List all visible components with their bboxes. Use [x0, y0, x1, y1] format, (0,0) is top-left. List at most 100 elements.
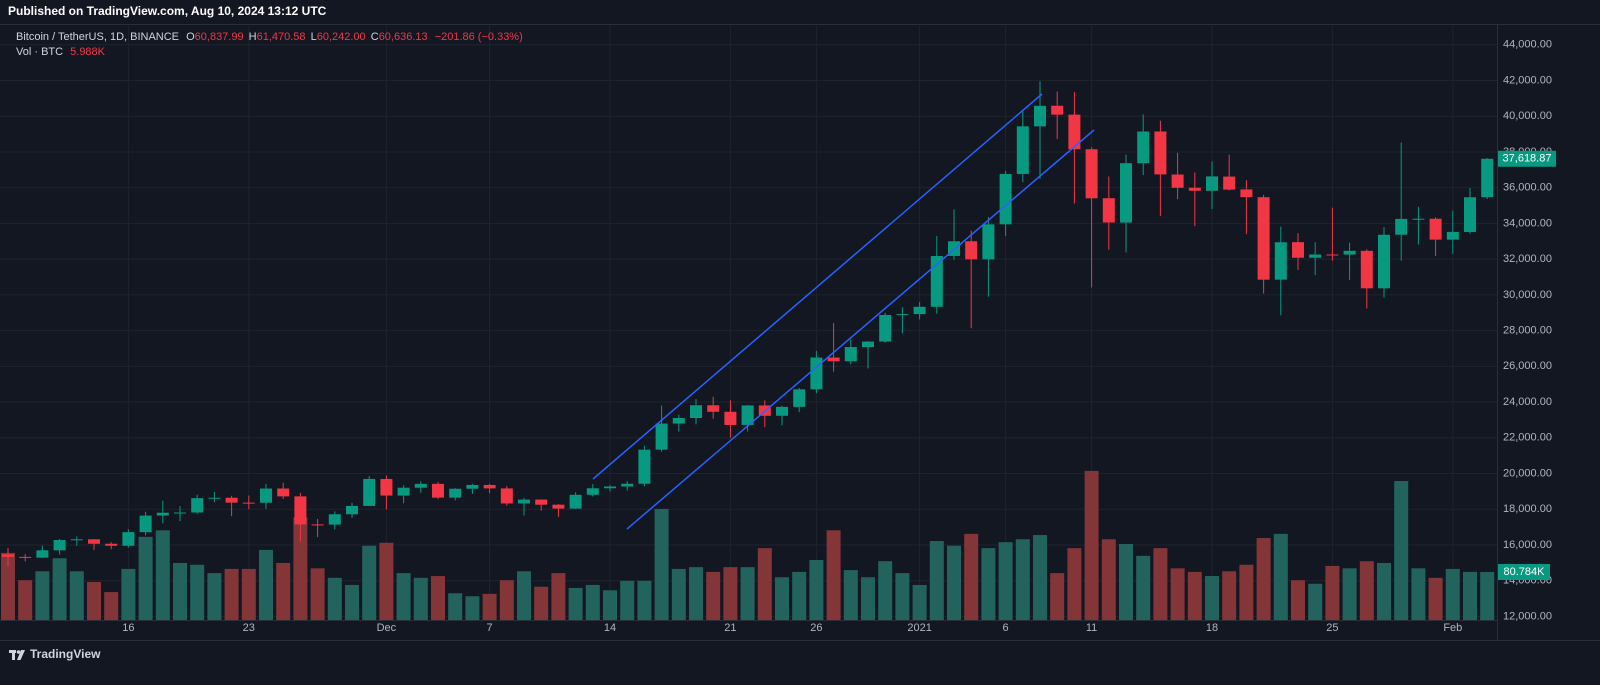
volume-bar: [757, 548, 772, 620]
legend-key: C: [371, 31, 379, 43]
volume-bar: [276, 562, 291, 620]
candle-body: [105, 543, 118, 546]
candle-body: [1137, 131, 1150, 164]
volume-bar: [706, 571, 721, 620]
candle-body: [311, 524, 324, 526]
candle-body: [999, 173, 1012, 225]
volume-bar: [1119, 543, 1133, 620]
legend-value: 61,470.58: [257, 31, 306, 43]
volume-value: 5.988K: [70, 46, 106, 58]
candle-body: [2, 554, 14, 557]
candle-body: [1171, 174, 1184, 188]
candle-body: [139, 515, 152, 533]
x-tick-label: 2021: [907, 622, 931, 634]
legend-value: 60,837.99: [195, 31, 244, 43]
trend-line: [626, 129, 1095, 530]
y-tick-label: 22,000.00: [1503, 432, 1552, 444]
candle-body: [672, 418, 685, 424]
last-price-box: [1498, 150, 1556, 167]
volume-bar: [947, 545, 961, 620]
legend-change: −201.86 (−0.33%): [435, 31, 523, 43]
volume-bar: [981, 548, 996, 620]
legend-value: 60,242.00: [317, 31, 366, 43]
candle-body: [466, 484, 479, 489]
y-tick-label: 40,000.00: [1503, 110, 1552, 122]
y-tick-label: 24,000.00: [1503, 396, 1552, 408]
candle-body: [1120, 163, 1132, 223]
candle-body: [414, 483, 427, 488]
candle-body: [707, 405, 720, 412]
volume-bar: [1411, 568, 1426, 620]
y-tick-label: 42,000.00: [1503, 74, 1552, 86]
volume-bar: [1067, 548, 1082, 620]
volume-bar: [861, 577, 875, 620]
x-tick-label: 7: [487, 622, 493, 634]
candle-body: [449, 488, 462, 498]
volume-bar: [310, 568, 325, 620]
volume-bar: [1394, 481, 1409, 620]
volume-bar: [1015, 539, 1030, 620]
y-tick-label: 32,000.00: [1503, 253, 1552, 265]
last-price-label: 37,618.87: [1503, 153, 1552, 165]
volume-bar: [740, 567, 755, 620]
candle-body: [88, 539, 100, 544]
volume-bar: [87, 581, 101, 620]
candle-body: [1464, 197, 1476, 233]
volume-bar: [1187, 571, 1202, 620]
candle-body: [70, 539, 83, 541]
volume-bar: [912, 584, 927, 620]
volume-bar: [345, 584, 359, 620]
legend-key: O: [186, 31, 195, 43]
volume-bar: [35, 571, 50, 620]
x-tick-label: 23: [243, 622, 255, 634]
candle-body: [1446, 231, 1459, 240]
y-tick-label: 20,000.00: [1503, 467, 1552, 479]
volume-bar: [998, 542, 1013, 620]
volume-layer: [1, 470, 1495, 620]
legend-key: L: [311, 31, 317, 43]
volume-bar: [1291, 580, 1305, 620]
candle-body: [879, 314, 892, 342]
volume-bar: [1170, 568, 1185, 620]
volume-bar: [1273, 533, 1288, 620]
candle-body: [724, 411, 737, 425]
volume-bar: [1463, 571, 1477, 620]
candle-body: [380, 478, 393, 496]
candle-body: [294, 496, 307, 525]
candle-body: [1292, 242, 1304, 258]
x-tick-label: 14: [604, 622, 616, 634]
volume-bar: [585, 584, 600, 620]
candle-body: [518, 499, 530, 504]
candle-body: [363, 478, 376, 506]
candle-body: [174, 512, 186, 514]
candle-body: [328, 514, 341, 525]
logo: [9, 650, 25, 660]
candle-body: [638, 449, 651, 484]
y-tick-label: 30,000.00: [1503, 289, 1552, 301]
volume-bar: [809, 560, 824, 620]
y-tick-label: 18,000.00: [1503, 503, 1552, 515]
candle-body: [535, 499, 548, 505]
volume-bar: [671, 568, 686, 620]
candle-body: [500, 488, 513, 504]
candle-body: [776, 406, 788, 416]
y-tick-label: 28,000.00: [1503, 324, 1552, 336]
volume-bar: [620, 580, 635, 620]
volume-bar: [396, 573, 411, 620]
volume-bar: [69, 571, 84, 620]
candle-body: [36, 550, 49, 558]
candle-layer: [2, 81, 1494, 567]
volume-bar: [878, 561, 893, 620]
candle-body: [346, 505, 358, 515]
candle-body: [156, 512, 169, 516]
candle-body: [225, 497, 238, 503]
candle-body: [483, 484, 496, 489]
volume-bar: [1342, 568, 1357, 620]
candle-body: [1274, 242, 1287, 280]
candle-body: [552, 504, 565, 509]
volume-bar: [603, 590, 617, 620]
volume-bar: [1308, 583, 1323, 620]
volume-bar: [534, 586, 549, 620]
volume-bar: [1359, 561, 1374, 620]
volume-bar: [1205, 576, 1219, 620]
